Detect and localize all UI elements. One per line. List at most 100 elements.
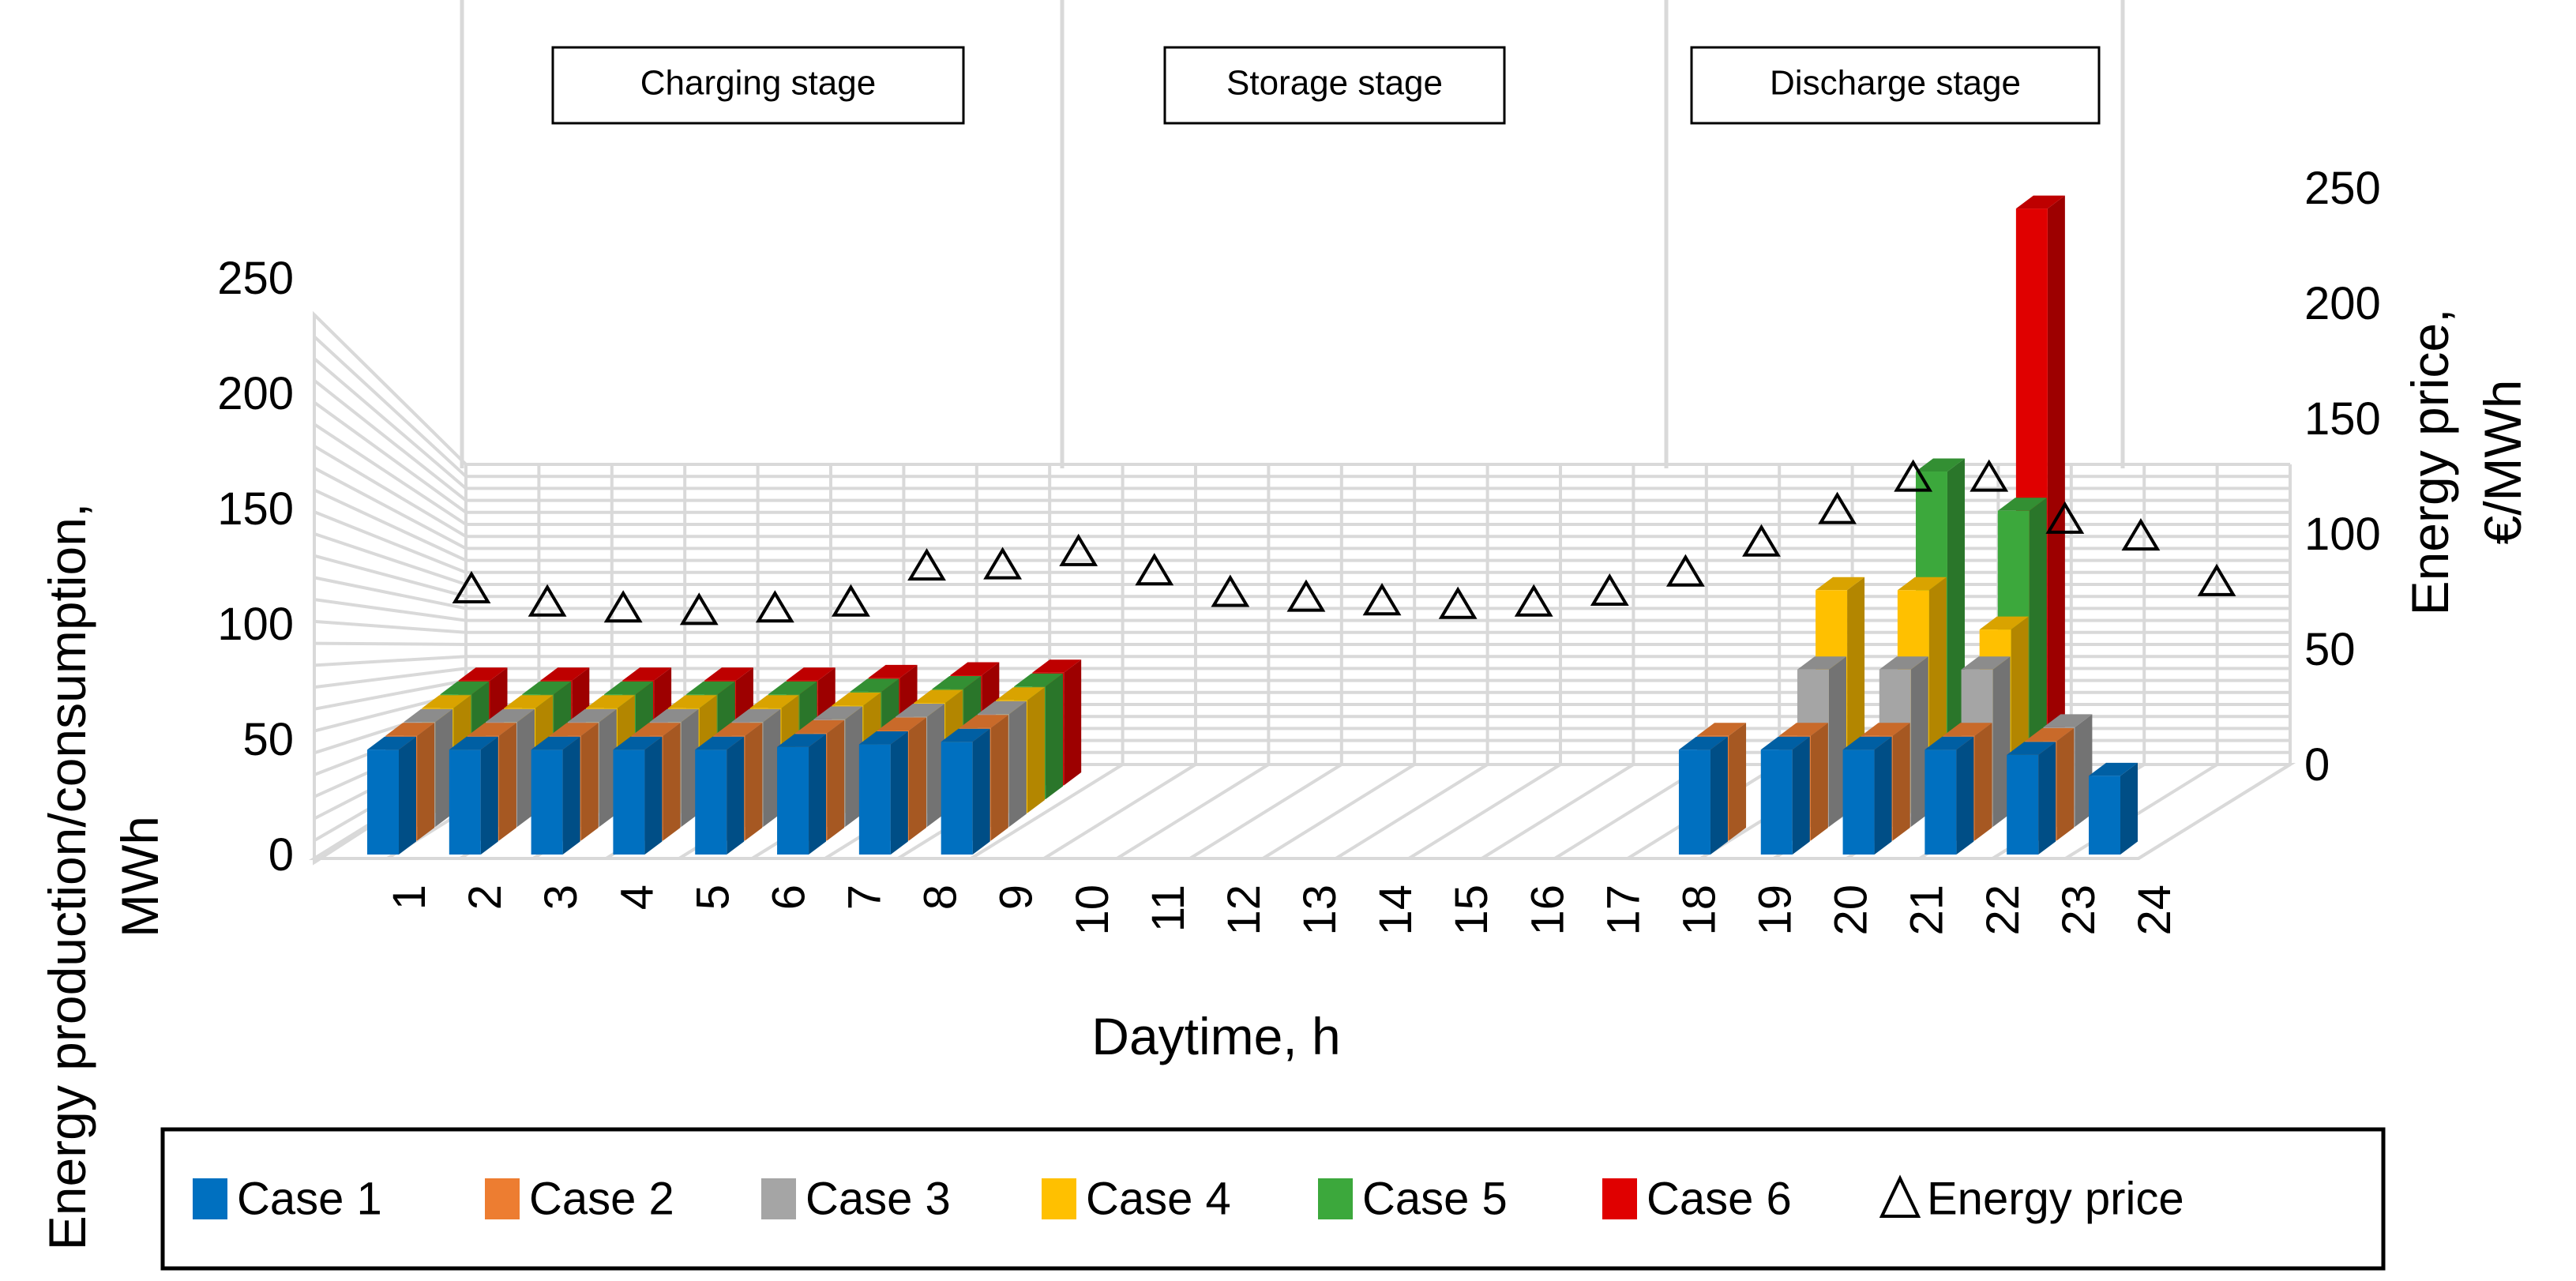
bar-side <box>1874 736 1892 855</box>
bar-top <box>458 667 508 681</box>
bar-top <box>950 662 1000 676</box>
bar <box>777 734 827 855</box>
legend-swatch <box>1602 1178 1637 1219</box>
bar-top <box>2025 727 2075 742</box>
bar-front <box>1678 749 1710 855</box>
y2-tick-label: 200 <box>2304 278 2381 329</box>
bar <box>1760 736 1810 855</box>
stage-label-discharge-text: Discharge stage <box>1770 64 2021 103</box>
bar-side <box>727 736 745 855</box>
bar-top <box>1842 736 1892 750</box>
stage-label-storage-text: Storage stage <box>1226 64 1443 103</box>
y-tick-label: 0 <box>268 829 294 881</box>
bar-side <box>1729 723 1747 841</box>
legend-marker-triangle <box>1879 1174 1921 1218</box>
price-marker <box>1135 553 1174 586</box>
bar-top <box>1816 577 1865 591</box>
x-axis-title: Daytime, h <box>1091 1007 1340 1065</box>
bar-side <box>399 736 416 855</box>
bar-side <box>480 736 498 855</box>
side-gridline <box>314 655 467 667</box>
x-tick-label: 7 <box>839 885 891 910</box>
side-gridline <box>313 423 468 526</box>
y-axis-title-line1: Energy production/consumption, <box>38 503 96 1251</box>
legend: Case 1 Case 2 Case 3 Case 4 Case 5 Case 6 Ener… <box>160 1127 2386 1271</box>
bar-front <box>1924 749 1957 855</box>
side-gridline <box>313 445 468 538</box>
bar-side <box>498 723 516 841</box>
y-tick-label: 150 <box>217 483 294 535</box>
legend-entry: Case 1 <box>193 1173 382 1224</box>
bar-front <box>777 746 809 855</box>
bar-side <box>1956 736 1974 855</box>
x-tick-label: 17 <box>1598 885 1649 936</box>
y2-tick-label: 250 <box>2304 163 2381 214</box>
bar-top <box>977 701 1027 715</box>
x-tick-label: 5 <box>687 885 738 910</box>
bar-top <box>567 708 617 723</box>
legend-label: Case 5 <box>1362 1173 1508 1224</box>
bar-top <box>813 706 863 719</box>
side-gridline <box>314 510 467 574</box>
floor-gridline <box>1407 763 1562 860</box>
bar-top <box>1924 736 1974 750</box>
side-gridline <box>314 576 467 610</box>
bar-side <box>1792 736 1810 855</box>
side-gridline <box>314 678 467 711</box>
y2-tick-label: 100 <box>2304 509 2381 560</box>
x-tick-label: 15 <box>1446 885 1497 936</box>
price-marker <box>452 570 491 603</box>
x-tick-label: 4 <box>611 885 663 910</box>
bar-side <box>1947 458 1965 799</box>
y2-tick-label: 150 <box>2304 393 2381 445</box>
x-tick-label: 21 <box>1902 885 1953 936</box>
x-tick-label: 14 <box>1370 885 1421 936</box>
price-marker <box>755 590 794 623</box>
bar-side <box>927 704 945 827</box>
x-tick-label: 1 <box>384 885 435 910</box>
bar-top <box>995 687 1045 701</box>
price-marker <box>1665 554 1705 587</box>
bar-top <box>858 731 908 745</box>
bar-front <box>695 749 727 855</box>
x-tick-label: 19 <box>1750 885 1801 936</box>
stage-label-charging: Charging stage <box>551 46 965 125</box>
floor-gridline <box>2137 763 2292 860</box>
bar-top <box>404 708 453 723</box>
stage-dividers <box>460 0 2125 468</box>
bar-side <box>562 736 580 855</box>
bar-side <box>2120 762 2138 855</box>
legend-label: Energy price <box>1927 1173 2184 1224</box>
bar-top <box>1943 723 1992 736</box>
bar <box>695 736 745 855</box>
price-marker <box>983 547 1023 580</box>
bar-side <box>1974 723 1992 841</box>
bar <box>449 736 498 855</box>
bar-side <box>2029 498 2047 799</box>
x-tick-label: 6 <box>763 885 814 910</box>
floor-gridline <box>1042 763 1197 860</box>
bar-top <box>449 736 498 750</box>
legend-entry: Energy price <box>1879 1173 2184 1224</box>
floor-gridline <box>1116 763 1270 860</box>
bar-top <box>522 681 572 695</box>
bar-top <box>467 723 516 736</box>
price-marker <box>907 548 946 581</box>
price-marker <box>2045 501 2085 534</box>
bar-side <box>2056 727 2075 841</box>
price-marker <box>1059 533 1098 566</box>
x-tick-label: 9 <box>991 885 1042 910</box>
bar-side <box>809 734 827 855</box>
bar-side <box>435 708 453 827</box>
bar-top <box>868 664 918 678</box>
bar-top <box>1879 656 1928 670</box>
bar <box>1924 736 1974 855</box>
bar-front <box>531 749 563 855</box>
x-tick-label: 13 <box>1294 885 1346 936</box>
y2-tick-label: 50 <box>2304 624 2356 675</box>
price-marker <box>1590 573 1629 607</box>
price-marker <box>1818 491 1857 524</box>
floor-gridline <box>970 763 1124 860</box>
bar-side <box>1046 673 1064 799</box>
